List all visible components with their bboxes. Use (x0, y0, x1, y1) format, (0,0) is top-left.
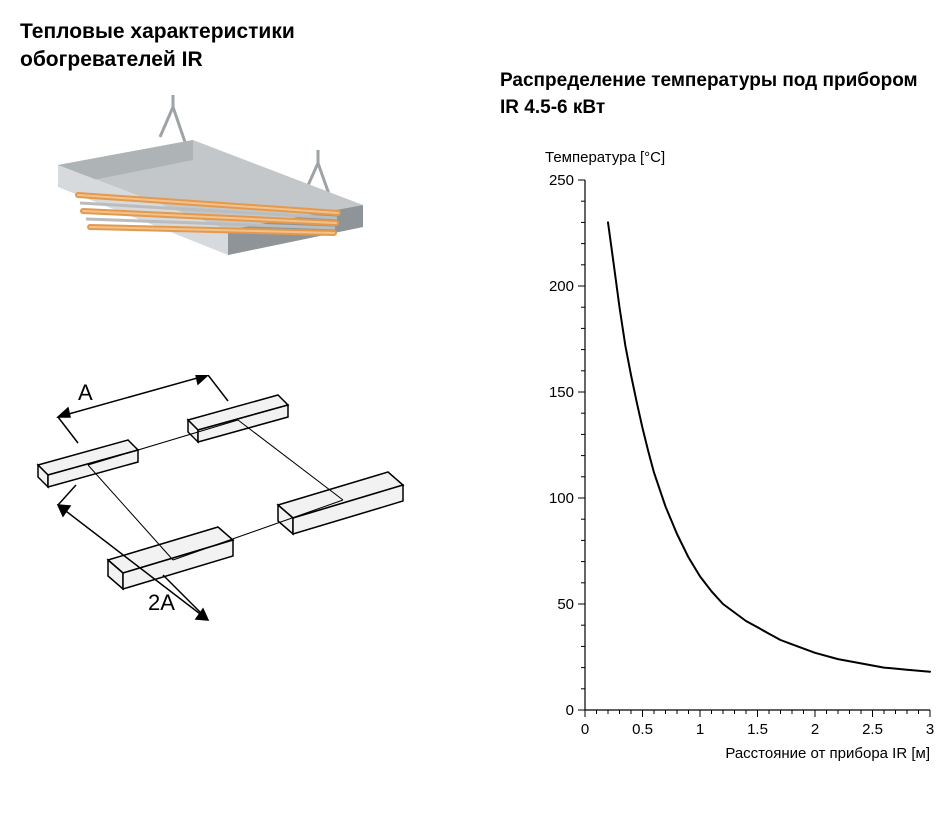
label-A: A (78, 380, 93, 405)
y-tick-label: 50 (557, 596, 574, 613)
x-tick-label: 1.5 (747, 721, 768, 738)
x-tick-label: 0.5 (632, 721, 653, 738)
x-tick-label: 1 (696, 721, 704, 738)
page-root: Тепловые характеристики обогревателей IR… (0, 0, 948, 821)
y-tick-label: 250 (549, 172, 574, 189)
block-top-left (38, 440, 138, 487)
x-tick-label: 2 (811, 721, 819, 738)
x-axis-title: Расстояние от прибора IR [м] (725, 745, 930, 762)
temperature-chart: Температура [°C] 0 50 100 150 200 250 0 0.5 1 1.5 2… (530, 140, 940, 780)
x-tick-label: 2.5 (862, 721, 883, 738)
section-title-left: Тепловые характеристики обогревателей IR (20, 18, 295, 75)
block-top-right (188, 395, 288, 442)
title-left-line1: Тепловые характеристики (20, 20, 295, 43)
chart-title: Распределение температуры под прибором I… (500, 68, 918, 121)
label-2A: 2A (148, 590, 175, 615)
y-tick-label: 200 (549, 278, 574, 295)
spacing-diagram: A 2A (18, 375, 418, 635)
chart-title-line2: IR 4.5-6 кВт (500, 97, 605, 118)
y-tick-label: 100 (549, 490, 574, 507)
x-tick-label: 3 (926, 721, 934, 738)
chart-title-line1: Распределение температуры под прибором (500, 70, 918, 91)
chart-svg: Температура [°C] 0 50 100 150 200 250 0 0.5 1 1.5 2… (530, 140, 940, 780)
block-bottom-right (278, 472, 403, 534)
title-left-line2: обогревателей IR (20, 48, 203, 71)
heater-illustration (18, 95, 378, 310)
y-tick-label: 0 (566, 702, 574, 719)
y-axis-title: Температура [°C] (545, 149, 665, 166)
x-tick-label: 0 (581, 721, 589, 738)
mount-bracket-left (160, 95, 186, 145)
y-tick-label: 150 (549, 384, 574, 401)
data-curve (608, 222, 930, 671)
